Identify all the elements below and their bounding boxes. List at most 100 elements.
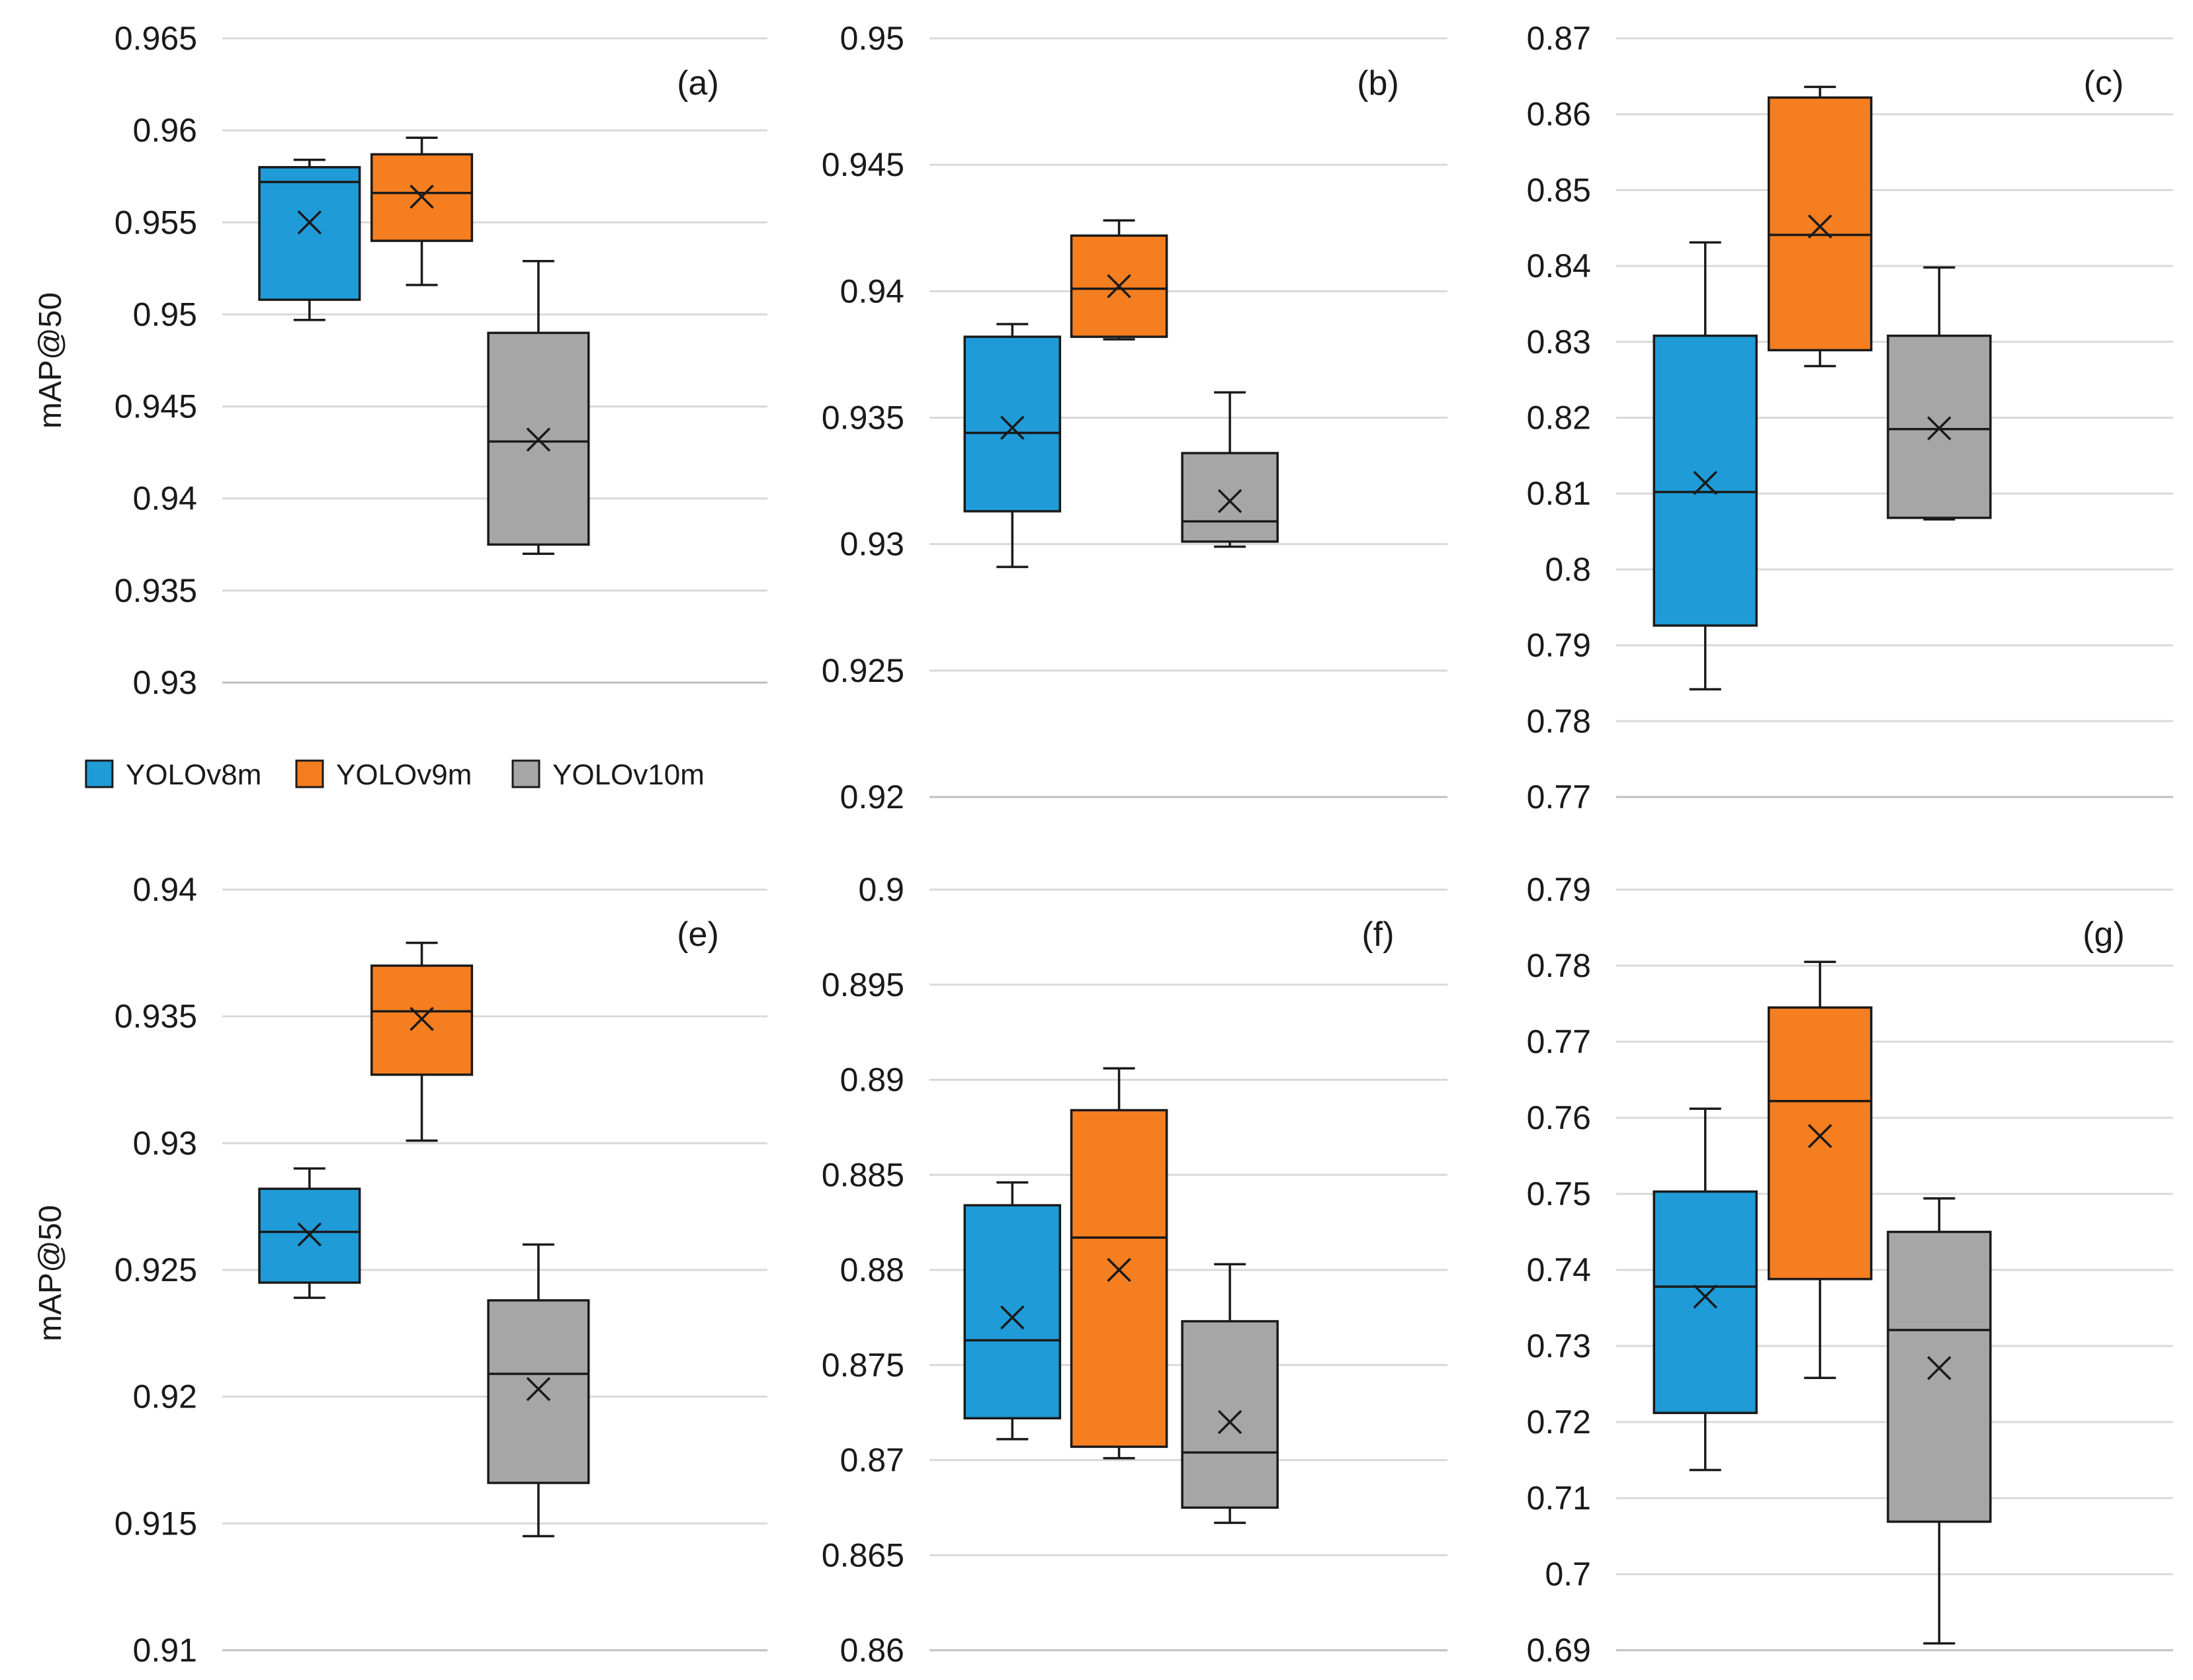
- mean-marker: [1000, 415, 1025, 441]
- box-yolov9m: [1767, 960, 1873, 1380]
- y-tick-label: 0.76: [1527, 1099, 1591, 1136]
- y-tick-label: 0.83: [1527, 323, 1591, 360]
- iqr-box: [487, 331, 590, 546]
- iqr-box: [1767, 1006, 1873, 1281]
- iqr-box: [963, 1204, 1062, 1419]
- mean-marker: [1807, 214, 1832, 239]
- box-yolov10m: [1887, 266, 1992, 521]
- y-tick-label: 0.915: [114, 1505, 197, 1542]
- panel-label: (f): [1361, 915, 1394, 954]
- box-yolov10m: [1181, 391, 1279, 548]
- box-yolov9m: [1767, 85, 1873, 368]
- y-tick-label: 0.72: [1527, 1404, 1591, 1441]
- box-yolov8m: [963, 1181, 1062, 1441]
- y-tick-label: 0.77: [1527, 1023, 1591, 1060]
- legend-label: YOLOv9m: [336, 759, 472, 791]
- panel-label: (a): [677, 64, 719, 103]
- y-tick-label: 0.955: [114, 204, 197, 241]
- y-tick-label: 0.86: [840, 1632, 904, 1669]
- legend-swatch: [295, 759, 324, 788]
- legend-label: YOLOv8m: [126, 759, 261, 791]
- y-tick-label: 0.965: [114, 20, 197, 57]
- y-tick-label: 0.74: [1527, 1251, 1591, 1288]
- y-tick-label: 0.8: [1545, 551, 1591, 588]
- legend-item-yolov8m: YOLOv8m: [85, 759, 261, 791]
- box-yolov8m: [963, 323, 1062, 568]
- y-tick-label: 0.92: [133, 1378, 197, 1415]
- panel-b: 0.92 0.925 0.93 0.935 0.94 0.945 0.95 (b): [822, 20, 1447, 816]
- y-tick-label: 0.93: [840, 526, 904, 563]
- box-yolov10m: [487, 1243, 590, 1538]
- panel-c: 0.77 0.78 0.79 0.8 0.81 0.82 0.83 0.84 0.85 0.86 0…: [1527, 20, 2173, 816]
- iqr-box: [1070, 1109, 1168, 1449]
- y-tick-label: 0.935: [114, 572, 197, 609]
- mean-marker: [297, 1222, 322, 1247]
- y-axis-label: mAP@50: [33, 1205, 68, 1341]
- y-tick-label: 0.94: [133, 871, 197, 908]
- box-yolov9m: [1070, 1067, 1168, 1460]
- y-tick-label: 0.895: [822, 966, 904, 1003]
- mean-marker: [1693, 1284, 1717, 1309]
- mean-marker: [526, 1376, 551, 1402]
- y-tick-label: 0.935: [114, 998, 197, 1035]
- y-tick-label: 0.7: [1545, 1556, 1591, 1593]
- mean-marker: [1107, 274, 1131, 298]
- y-tick-label: 0.77: [1527, 778, 1591, 816]
- y-tick-label: 0.87: [1527, 20, 1591, 57]
- y-tick-label: 0.93: [133, 1124, 197, 1161]
- y-tick-label: 0.78: [1527, 702, 1591, 739]
- panel-a: 0.93 0.935 0.94 0.945 0.95 0.955 0.96 0.965 (a) m…: [33, 20, 767, 701]
- y-tick-label: 0.935: [822, 399, 904, 437]
- y-tick-label: 0.73: [1527, 1327, 1591, 1365]
- panel-g: 0.69 0.7 0.71 0.72 0.73 0.74 0.75 0.76 0.77 0.78 0…: [1527, 871, 2173, 1669]
- y-tick-label: 0.71: [1527, 1480, 1591, 1517]
- iqr-box: [258, 166, 361, 301]
- y-tick-label: 0.93: [133, 664, 197, 701]
- y-tick-label: 0.84: [1527, 247, 1591, 284]
- y-axis-label: mAP@50: [33, 292, 68, 429]
- y-tick-label: 0.9: [858, 871, 904, 908]
- iqr-box: [1181, 452, 1279, 543]
- panel-e: 0.91 0.915 0.92 0.925 0.93 0.935 0.94 (e) mAP@50: [33, 871, 767, 1669]
- mean-marker: [409, 1007, 434, 1031]
- y-tick-label: 0.89: [840, 1062, 904, 1099]
- box-yolov8m: [258, 158, 361, 321]
- mean-marker: [297, 210, 322, 235]
- mean-marker: [1107, 1257, 1131, 1282]
- y-tick-label: 0.82: [1527, 399, 1591, 437]
- box-yolov10m: [1887, 1197, 1992, 1645]
- mean-marker: [1217, 1409, 1242, 1435]
- box-yolov8m: [1653, 1107, 1758, 1472]
- box-yolov9m: [370, 136, 474, 286]
- mean-marker: [1927, 416, 1952, 441]
- legend-swatch: [511, 759, 540, 788]
- y-tick-label: 0.69: [1527, 1632, 1591, 1669]
- mean-marker: [409, 185, 434, 209]
- y-tick-label: 0.92: [840, 778, 904, 816]
- iqr-box: [1653, 334, 1758, 627]
- panel-label: (g): [2083, 915, 2125, 954]
- legend-swatch: [85, 759, 114, 788]
- panel-label: (e): [677, 915, 719, 954]
- iqr-box: [1653, 1190, 1758, 1414]
- y-tick-label: 0.865: [822, 1536, 904, 1574]
- box-yolov8m: [258, 1167, 361, 1299]
- mean-marker: [1807, 1124, 1832, 1148]
- y-tick-label: 0.81: [1527, 475, 1591, 512]
- y-tick-label: 0.95: [840, 20, 904, 57]
- iqr-box: [1181, 1320, 1279, 1509]
- iqr-box: [963, 335, 1062, 513]
- mean-marker: [526, 427, 551, 452]
- y-tick-label: 0.85: [1527, 171, 1591, 208]
- y-tick-label: 0.94: [133, 480, 197, 517]
- legend-label: YOLOv10m: [552, 759, 705, 791]
- y-tick-label: 0.87: [840, 1442, 904, 1479]
- box-yolov10m: [1181, 1263, 1279, 1525]
- panel-f: 0.86 0.865 0.87 0.875 0.88 0.885 0.89 0.895 0.9 (…: [822, 871, 1447, 1669]
- y-tick-label: 0.78: [1527, 947, 1591, 984]
- box-yolov10m: [487, 259, 590, 555]
- box-yolov9m: [1070, 219, 1168, 341]
- legend-item-yolov9m: YOLOv9m: [295, 759, 472, 791]
- y-tick-label: 0.885: [822, 1156, 904, 1193]
